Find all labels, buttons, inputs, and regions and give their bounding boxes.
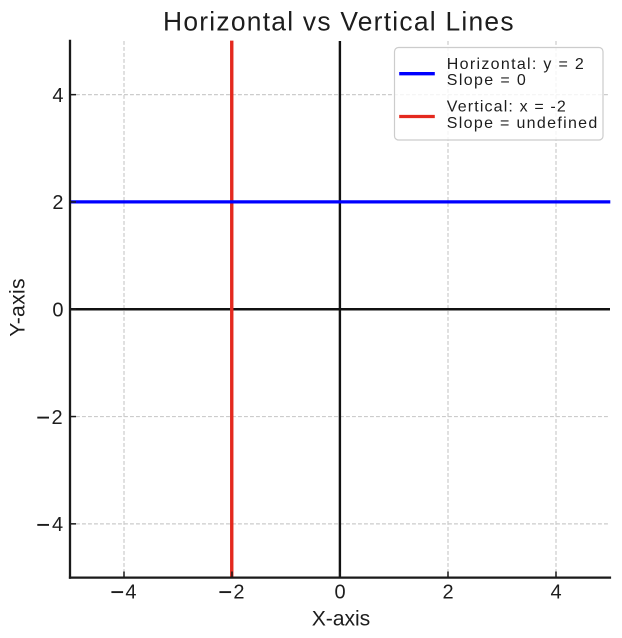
svg-text:X-axis: X-axis <box>312 607 371 630</box>
svg-text:Horizontal: y = 2: Horizontal: y = 2 <box>447 56 584 73</box>
svg-text:Slope = undefined: Slope = undefined <box>447 115 598 132</box>
svg-text:Y-axis: Y-axis <box>7 278 30 336</box>
svg-text:2: 2 <box>233 581 244 603</box>
svg-text:0: 0 <box>334 581 345 603</box>
svg-text:Vertical: x = -2: Vertical: x = -2 <box>447 99 566 116</box>
svg-text:4: 4 <box>550 581 561 603</box>
svg-text:Horizontal vs Vertical Lines: Horizontal vs Vertical Lines <box>163 6 514 36</box>
svg-text:0: 0 <box>52 299 63 321</box>
svg-text:4: 4 <box>52 514 63 536</box>
svg-text:2: 2 <box>52 192 63 214</box>
svg-text:4: 4 <box>52 85 63 107</box>
svg-text:2: 2 <box>52 407 63 429</box>
svg-text:4: 4 <box>125 581 136 603</box>
svg-text:2: 2 <box>442 581 453 603</box>
svg-text:Slope = 0: Slope = 0 <box>447 72 526 89</box>
